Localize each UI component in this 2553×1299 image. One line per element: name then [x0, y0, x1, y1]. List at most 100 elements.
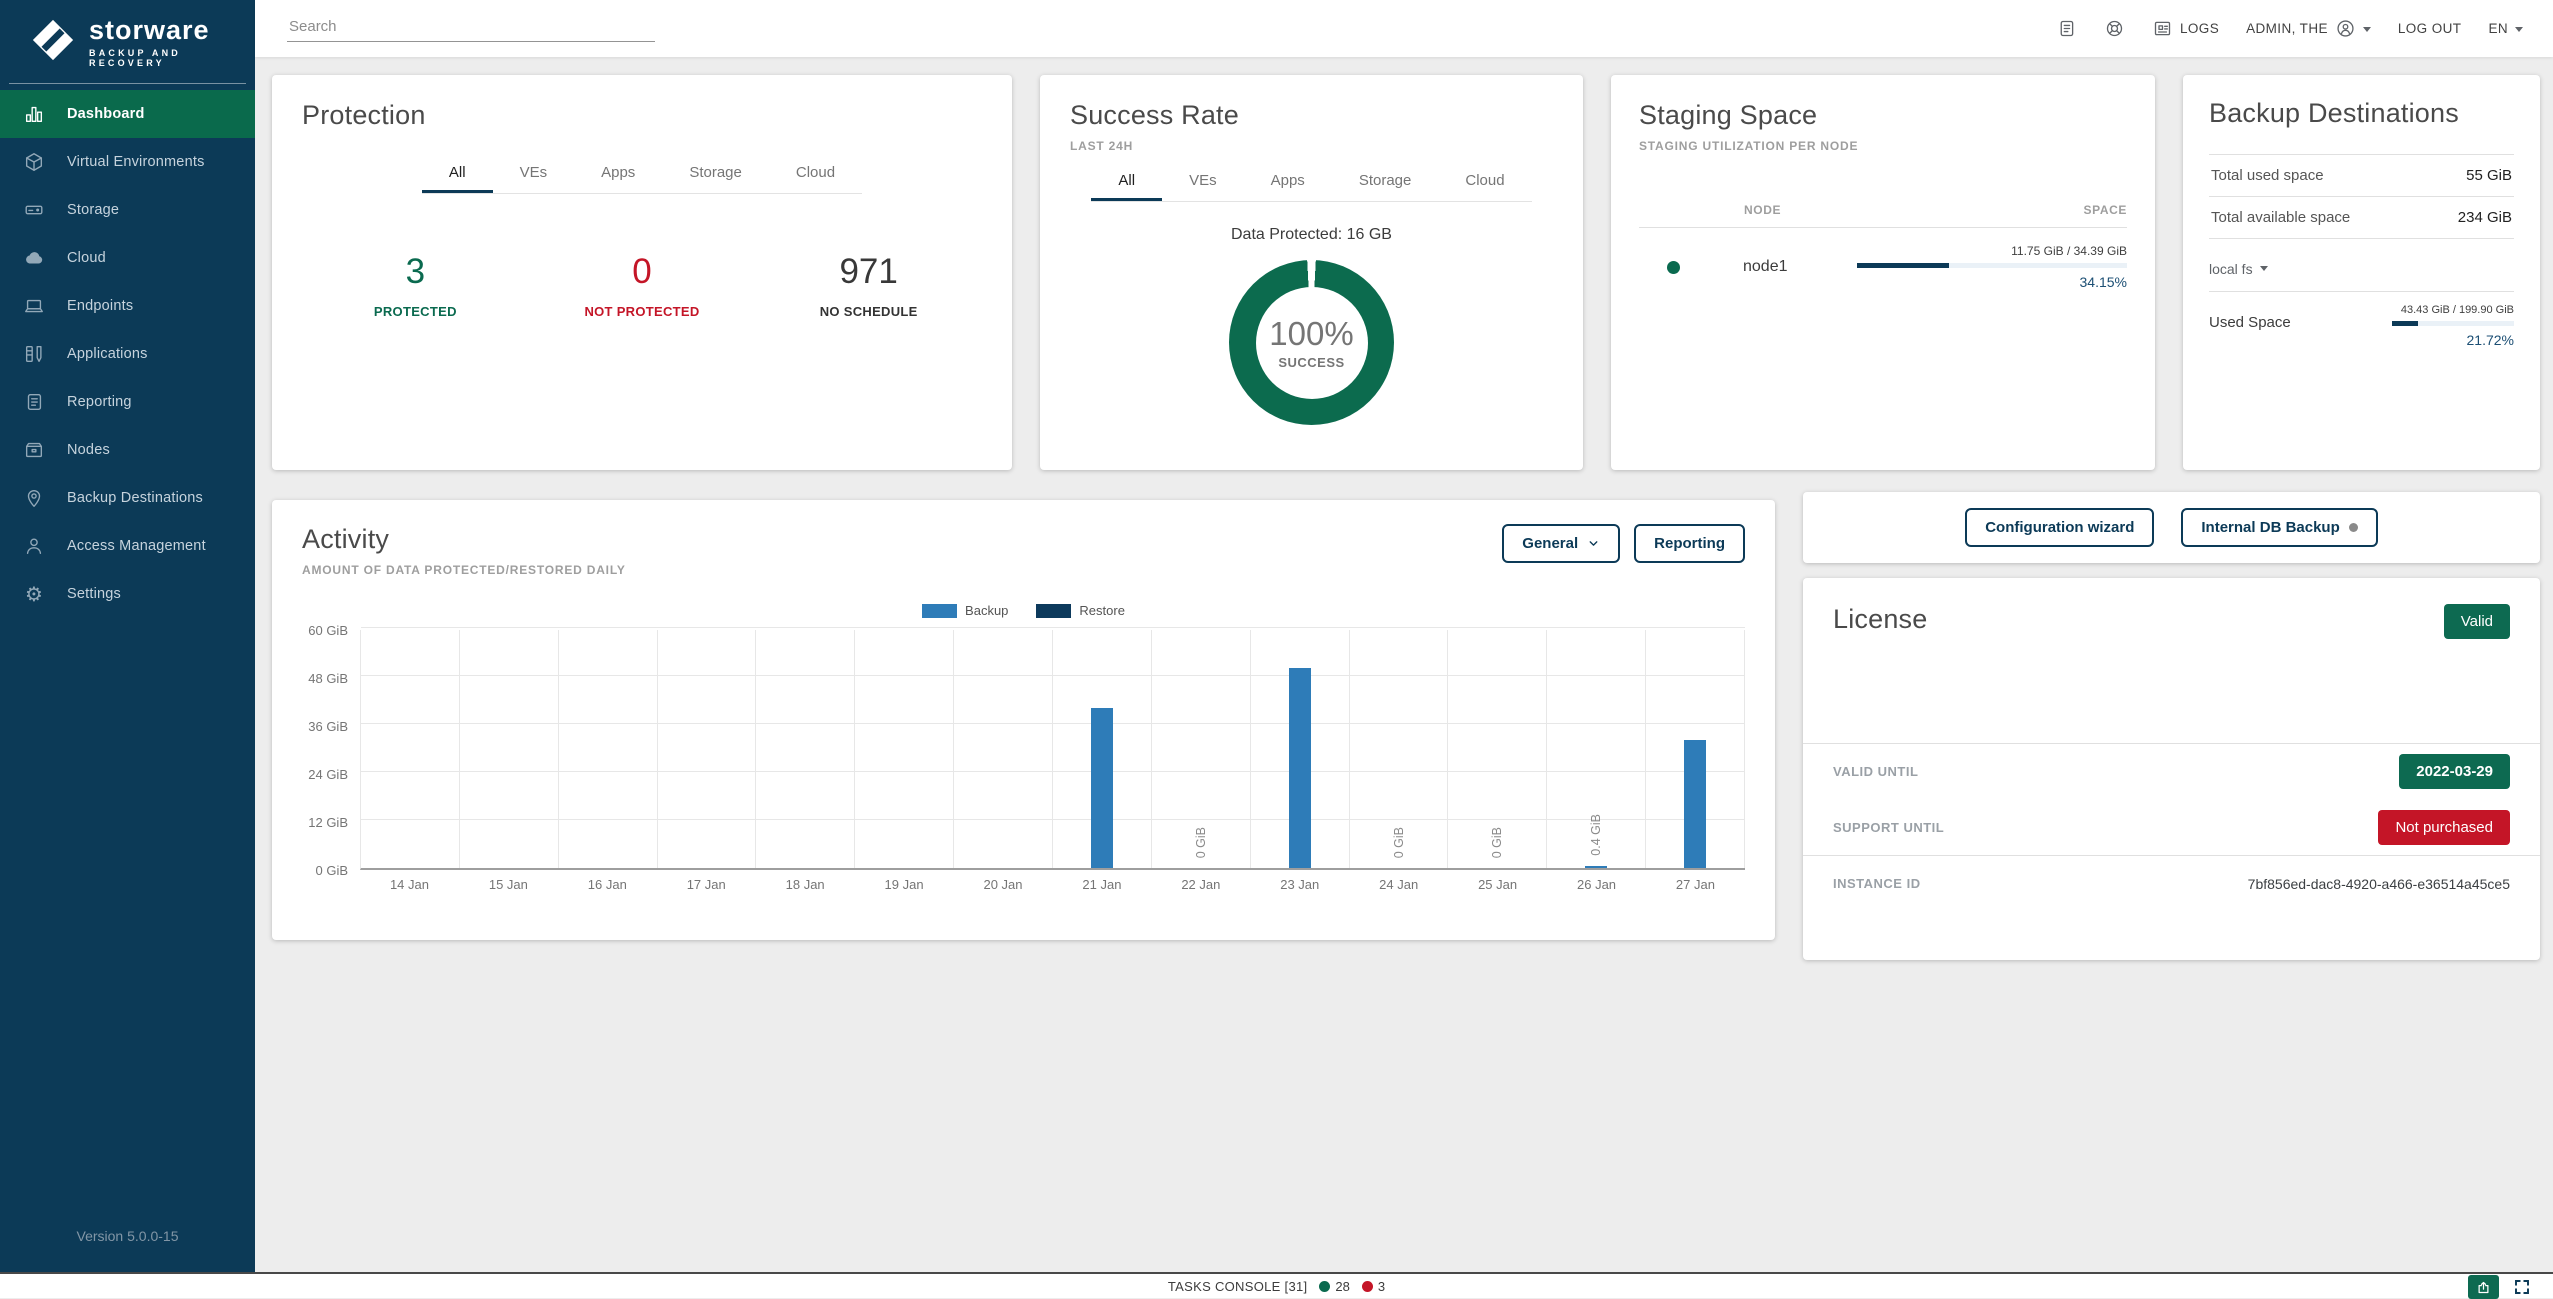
- sidebar-item-applications[interactable]: Applications: [0, 330, 255, 378]
- y-tick-label: 48 GiB: [308, 671, 348, 686]
- tab-apps[interactable]: Apps: [601, 164, 636, 181]
- chevron-down-icon: [1589, 541, 1598, 546]
- space-column-header: SPACE: [2083, 203, 2127, 217]
- x-tick-label: 21 Jan: [1082, 877, 1122, 892]
- not-protected-stat: 0 NOT PROTECTED: [529, 252, 756, 319]
- help-icon[interactable]: [2104, 18, 2125, 39]
- tab-all[interactable]: All: [422, 164, 493, 193]
- y-tick-label: 60 GiB: [308, 623, 348, 638]
- backup-bar: [1090, 708, 1113, 868]
- destination-selector-value: local fs: [2209, 261, 2253, 277]
- topbar: LOGS ADMIN, THE LOG OUT EN: [255, 0, 2553, 57]
- user-menu[interactable]: ADMIN, THE: [2246, 18, 2371, 39]
- chart-column: [361, 630, 460, 868]
- tab-cloud[interactable]: Cloud: [795, 164, 836, 181]
- activity-subtitle: AMOUNT OF DATA PROTECTED/RESTORED DAILY: [302, 563, 626, 577]
- chart-column: [658, 630, 757, 868]
- bar-value-label: 0 GiB: [1193, 826, 1208, 858]
- sidebar-item-settings[interactable]: ⚙ Settings: [0, 570, 255, 618]
- tab-storage[interactable]: Storage: [1358, 172, 1412, 189]
- bd-progress-fill: [2392, 321, 2419, 326]
- staging-node-row[interactable]: node1 11.75 GiB / 34.39 GiB 34.15%: [1639, 244, 2127, 290]
- staging-title: Staging Space: [1639, 100, 1818, 130]
- logout-button[interactable]: LOG OUT: [2398, 21, 2462, 36]
- tab-cloud[interactable]: Cloud: [1465, 172, 1505, 189]
- bar-value-label: 0.4 GiB: [1589, 814, 1604, 856]
- reports-icon[interactable]: [2056, 18, 2077, 39]
- license-card: License Valid VALID UNTIL 2022-03-29 SUP…: [1803, 578, 2540, 960]
- chart-column: 0 GiB: [1152, 630, 1251, 868]
- success-percent: 100%: [1269, 315, 1354, 352]
- reporting-button[interactable]: Reporting: [1634, 524, 1745, 563]
- sidebar-item-backup-destinations[interactable]: Backup Destinations: [0, 474, 255, 522]
- tasks-console-bar[interactable]: TASKS CONSOLE [31] 28 3: [0, 1272, 2553, 1299]
- x-tick-label: 19 Jan: [884, 877, 924, 892]
- valid-until-label: VALID UNTIL: [1833, 764, 1919, 779]
- protection-card: Protection All VEs Apps Storage Cloud 3 PROT…: [272, 75, 1012, 470]
- x-tick-label: 22 Jan: [1181, 877, 1221, 892]
- tab-all[interactable]: All: [1091, 172, 1162, 201]
- no-schedule-stat: 971 NO SCHEDULE: [755, 252, 982, 319]
- tab-ves[interactable]: VEs: [1189, 172, 1217, 189]
- protected-label: PROTECTED: [373, 304, 457, 319]
- cloud-icon: [22, 246, 46, 270]
- popout-console-button[interactable]: [2468, 1275, 2499, 1299]
- y-tick-label: 36 GiB: [308, 719, 348, 734]
- general-dropdown-button[interactable]: General: [1502, 524, 1621, 563]
- logs-button[interactable]: LOGS: [2152, 18, 2219, 39]
- sidebar-item-storage[interactable]: Storage: [0, 186, 255, 234]
- x-tick-label: 27 Jan: [1675, 877, 1715, 892]
- protected-stat: 3 PROTECTED: [302, 252, 529, 319]
- tab-storage[interactable]: Storage: [689, 164, 742, 181]
- restore-legend-swatch: [1036, 603, 1072, 618]
- success-dot: [1319, 1280, 1331, 1292]
- node-column-header: NODE: [1744, 203, 1782, 217]
- version-label: Version 5.0.0-15: [76, 1228, 179, 1244]
- sidebar-item-label: Dashboard: [67, 106, 145, 122]
- support-until-row: SUPPORT UNTIL Not purchased: [1803, 799, 2540, 855]
- configuration-wizard-button[interactable]: Configuration wizard: [1965, 508, 2155, 547]
- instance-id-value: 7bf856ed-dac8-4920-a466-e36514a45ce5: [2247, 875, 2510, 892]
- staging-space-card: Staging Space STAGING UTILIZATION PER NO…: [1611, 75, 2155, 470]
- sidebar-item-cloud[interactable]: Cloud: [0, 234, 255, 282]
- sidebar-item-endpoints[interactable]: Endpoints: [0, 282, 255, 330]
- sidebar-item-access-management[interactable]: Access Management: [0, 522, 255, 570]
- activity-card: Activity AMOUNT OF DATA PROTECTED/RESTOR…: [272, 500, 1775, 940]
- sidebar-item-virtual-environments[interactable]: Virtual Environments: [0, 138, 255, 186]
- sidebar-item-label: Applications: [67, 346, 148, 362]
- chart-column: 0 GiB: [1448, 630, 1548, 868]
- internal-db-backup-button[interactable]: Internal DB Backup: [2181, 508, 2378, 547]
- staging-progress-bar: [1857, 263, 2127, 268]
- tab-apps[interactable]: Apps: [1270, 172, 1305, 189]
- staging-progress-fill: [1857, 263, 1950, 268]
- tasks-console-label[interactable]: TASKS CONSOLE [31]: [1167, 1278, 1308, 1294]
- chart-column: [756, 630, 856, 868]
- endpoints-icon: [22, 294, 46, 318]
- brand-logo[interactable]: storware BACKUP AND RECOVERY: [0, 0, 255, 83]
- language-selector[interactable]: EN: [2488, 21, 2523, 36]
- total-used-value: 55 GiB: [2466, 167, 2512, 184]
- x-tick-label: 14 Jan: [389, 877, 429, 892]
- virtual-environments-icon: [22, 150, 46, 174]
- failed-count-value: 3: [1377, 1278, 1386, 1294]
- data-protected-text: Data Protected: 16 GB: [1231, 226, 1392, 243]
- success-rate-tabs: All VEs Apps Storage Cloud: [1091, 172, 1532, 202]
- destination-selector[interactable]: local fs: [2209, 261, 2268, 277]
- y-tick-label: 0 GiB: [315, 863, 348, 878]
- success-count-value: 28: [1335, 1278, 1350, 1294]
- sidebar-item-nodes[interactable]: Nodes: [0, 426, 255, 474]
- configuration-wizard-label: Configuration wizard: [1985, 519, 2135, 536]
- sidebar-item-label: Storage: [67, 202, 120, 218]
- fullscreen-button[interactable]: [2513, 1278, 2531, 1296]
- x-tick-label: 20 Jan: [983, 877, 1023, 892]
- x-tick-label: 25 Jan: [1478, 877, 1518, 892]
- chart-column: [855, 630, 955, 868]
- backup-bar: [1288, 668, 1311, 868]
- search-input[interactable]: [287, 12, 655, 42]
- tab-ves[interactable]: VEs: [519, 164, 548, 181]
- quick-actions-card: Configuration wizard Internal DB Backup: [1803, 492, 2540, 563]
- success-task-count: 28: [1319, 1278, 1350, 1294]
- sidebar-item-reporting[interactable]: Reporting: [0, 378, 255, 426]
- sidebar-item-dashboard[interactable]: Dashboard: [0, 90, 255, 138]
- user-label: ADMIN, THE: [2246, 21, 2328, 36]
